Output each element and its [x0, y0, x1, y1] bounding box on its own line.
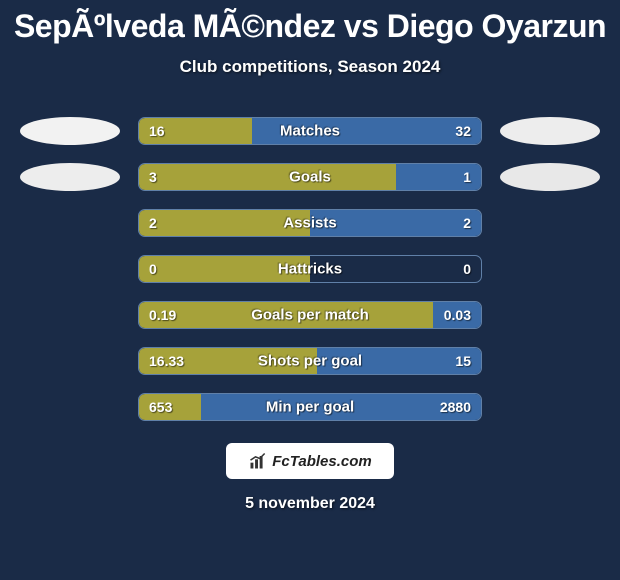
page-title: SepÃºlveda MÃ©ndez vs Diego Oyarzun [0, 0, 620, 45]
watermark-badge: FcTables.com [226, 443, 394, 479]
stat-bar: 3 1 Goals [138, 163, 482, 191]
stat-label: Assists [283, 215, 336, 232]
stat-bar: 653 2880 Min per goal [138, 393, 482, 421]
stat-value-right: 2880 [440, 399, 471, 415]
stat-value-left: 16.33 [149, 353, 184, 369]
stat-value-right: 15 [455, 353, 471, 369]
stat-row: 0 0 Hattricks [0, 255, 620, 283]
stat-row: 3 1 Goals [0, 163, 620, 191]
stat-value-left: 653 [149, 399, 172, 415]
stat-bar: 2 2 Assists [138, 209, 482, 237]
stat-row: 2 2 Assists [0, 209, 620, 237]
stat-label: Matches [280, 123, 340, 140]
stat-value-right: 0.03 [444, 307, 471, 323]
stat-value-right: 32 [455, 123, 471, 139]
stat-value-left: 16 [149, 123, 165, 139]
subtitle: Club competitions, Season 2024 [0, 57, 620, 77]
date-label: 5 november 2024 [0, 495, 620, 513]
player-left-oval [20, 117, 120, 145]
stat-bar: 16 32 Matches [138, 117, 482, 145]
stat-value-left: 0 [149, 261, 157, 277]
stat-value-left: 2 [149, 215, 157, 231]
player-left-oval [20, 163, 120, 191]
stat-bar: 0.19 0.03 Goals per match [138, 301, 482, 329]
player-right-oval [500, 163, 600, 191]
watermark-text: FcTables.com [272, 453, 371, 470]
stat-row: 0.19 0.03 Goals per match [0, 301, 620, 329]
stat-label: Min per goal [266, 399, 354, 416]
chart-icon [248, 451, 268, 471]
stat-label: Goals [289, 169, 331, 186]
stat-label: Goals per match [251, 307, 369, 324]
stat-value-right: 2 [463, 215, 471, 231]
stat-value-left: 3 [149, 169, 157, 185]
stat-bar: 16.33 15 Shots per goal [138, 347, 482, 375]
stat-value-right: 1 [463, 169, 471, 185]
stat-value-right: 0 [463, 261, 471, 277]
player-right-oval [500, 117, 600, 145]
stats-container: 16 32 Matches 3 1 Goals 2 2 Assists 0 0 Hattricks 0.… [0, 117, 620, 421]
stat-label: Hattricks [278, 261, 342, 278]
stat-row: 16 32 Matches [0, 117, 620, 145]
fill-left [139, 164, 396, 190]
stat-row: 16.33 15 Shots per goal [0, 347, 620, 375]
stat-row: 653 2880 Min per goal [0, 393, 620, 421]
stat-label: Shots per goal [258, 353, 362, 370]
stat-value-left: 0.19 [149, 307, 176, 323]
stat-bar: 0 0 Hattricks [138, 255, 482, 283]
